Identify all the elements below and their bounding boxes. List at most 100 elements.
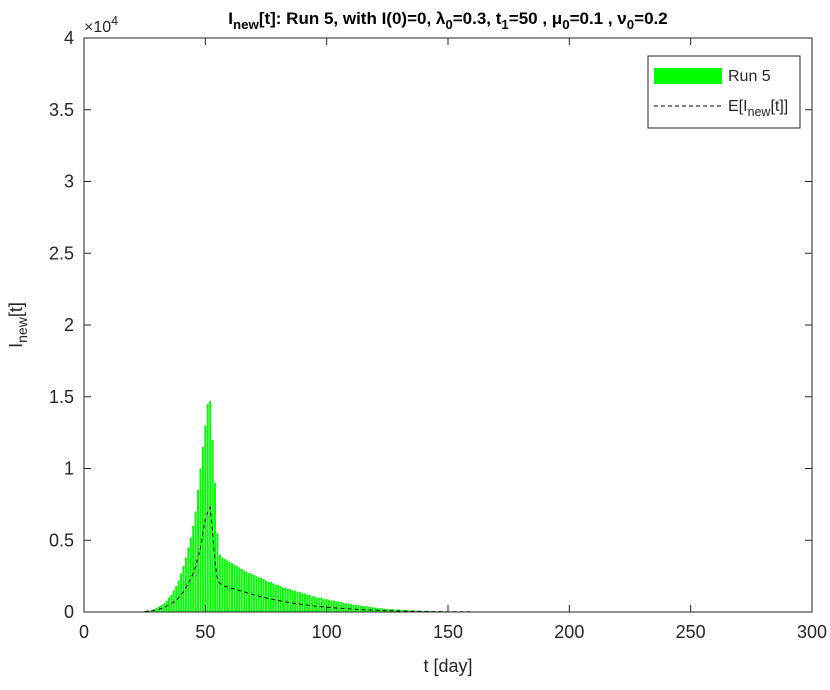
text-part: new [748, 105, 772, 119]
bar [195, 512, 197, 612]
text-part: =0.2 [634, 9, 668, 28]
bar [275, 585, 277, 612]
bar [163, 603, 165, 612]
bar [185, 557, 187, 612]
x-tick-label: 250 [676, 622, 706, 642]
bar [338, 602, 340, 612]
bar [355, 605, 357, 612]
bar [335, 601, 337, 612]
bar [250, 573, 252, 612]
legend-label: Run 5 [728, 68, 771, 85]
bar [284, 588, 286, 612]
bar [178, 580, 180, 612]
bar [255, 576, 257, 612]
bar [348, 603, 350, 612]
bar [297, 592, 299, 612]
bar [282, 588, 284, 612]
text-part: 4 [111, 14, 118, 28]
text-part: 0 [627, 17, 634, 32]
text-part: [t]: Run 5, with I(0)=0, λ [259, 9, 446, 28]
x-tick-label: 50 [195, 622, 215, 642]
text-part: ×10 [84, 19, 111, 36]
bar [331, 601, 333, 612]
bar [214, 483, 216, 612]
bar [192, 526, 194, 612]
bar [314, 596, 316, 612]
text-part: 1 [501, 17, 508, 32]
bar [263, 579, 265, 612]
bar [221, 557, 223, 612]
bar [299, 592, 301, 612]
text-part: 0 [445, 17, 452, 32]
bar [287, 589, 289, 612]
text-part: new [14, 316, 30, 343]
y-tick-label: 0.5 [49, 530, 74, 550]
x-tick-label: 0 [79, 622, 89, 642]
text-part: [t]] [770, 98, 788, 115]
y-axis-label: Inew[t] [6, 302, 30, 348]
bar [343, 603, 345, 612]
text-part: =0.3, t [453, 9, 502, 28]
bar [280, 586, 282, 612]
bar [224, 559, 226, 612]
bar [311, 596, 313, 612]
y-tick-label: 3.5 [49, 100, 74, 120]
bar [367, 607, 369, 612]
y-tick-label: 4 [64, 28, 74, 48]
text-part: =50 , μ [509, 9, 562, 28]
bar [180, 573, 182, 612]
x-tick-label: 200 [554, 622, 584, 642]
y-tick-label: 2.5 [49, 243, 74, 263]
bar [333, 601, 335, 612]
bar [352, 605, 354, 612]
bar [365, 606, 367, 612]
x-tick-label: 150 [433, 622, 463, 642]
bar [321, 598, 323, 612]
bar [362, 606, 364, 612]
bar [243, 570, 245, 612]
bar [304, 593, 306, 612]
bar [187, 547, 189, 612]
x-axis-label: t [day] [423, 656, 472, 676]
bar [207, 404, 209, 612]
bar [316, 598, 318, 612]
bar [277, 585, 279, 612]
bar [272, 583, 274, 612]
text-part: =0.1 , ν [570, 9, 627, 28]
legend-swatch [654, 68, 722, 84]
y-multiplier: ×104 [84, 14, 118, 36]
bar [306, 595, 308, 612]
text-part: E[I [728, 98, 748, 115]
legend: Run 5 E[Inew[t]] [648, 56, 800, 128]
bar [328, 600, 330, 612]
y-tick-label: 3 [64, 172, 74, 192]
bar [229, 562, 231, 612]
y-tick-label: 1 [64, 459, 74, 479]
bar [270, 582, 272, 612]
bar [265, 580, 267, 612]
bar [202, 447, 204, 612]
y-tick-label: 0 [64, 602, 74, 622]
bar [173, 590, 175, 612]
bar [357, 605, 359, 612]
bar [183, 566, 185, 612]
x-tick-label: 100 [312, 622, 342, 642]
bar [294, 590, 296, 612]
bar [323, 599, 325, 612]
bar [216, 533, 218, 612]
bar [260, 578, 262, 612]
bar [350, 604, 352, 612]
bar [253, 575, 255, 612]
bar [318, 598, 320, 612]
text-part: 0 [562, 17, 569, 32]
bar [360, 606, 362, 612]
bar [156, 608, 158, 612]
bar [267, 582, 269, 612]
bar [248, 573, 250, 612]
x-tick-label: 300 [797, 622, 827, 642]
bar [289, 589, 291, 612]
bar [200, 469, 202, 613]
bar [236, 566, 238, 612]
y-tick-label: 2 [64, 315, 74, 335]
